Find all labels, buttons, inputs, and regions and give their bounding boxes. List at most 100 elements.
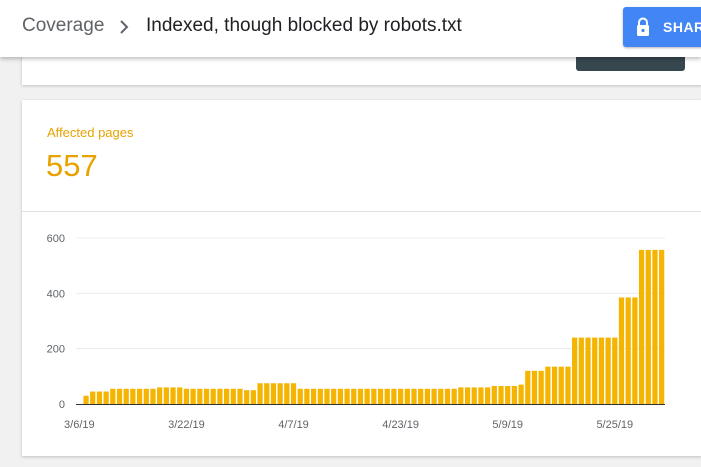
affected-pages-value: 557	[46, 148, 98, 183]
chart-bar[interactable]	[103, 391, 109, 404]
chart-bar[interactable]	[518, 384, 524, 404]
chart-bar[interactable]	[210, 388, 216, 404]
chart-bar[interactable]	[418, 388, 424, 404]
chart-bar[interactable]	[351, 388, 357, 404]
chart-bar[interactable]	[377, 388, 384, 404]
chart-bar[interactable]	[136, 388, 143, 404]
chart-bar[interactable]	[170, 387, 176, 404]
chart-bar[interactable]	[525, 370, 531, 404]
chart-bar[interactable]	[130, 388, 136, 404]
chart-bar[interactable]	[190, 388, 196, 404]
chart-bar[interactable]	[565, 366, 571, 404]
chart-bar[interactable]	[585, 337, 591, 404]
chart-bar[interactable]	[404, 388, 410, 404]
chart-bar[interactable]	[344, 388, 350, 404]
chart-bar[interactable]	[203, 388, 210, 404]
chart-bar[interactable]	[618, 297, 625, 404]
chart-bar[interactable]	[230, 388, 236, 404]
affected-pages-chart: 0 200 400 600 3/6/19 3/22/19 4/7/19 4/23/19 5/9/…	[47, 233, 665, 431]
chart-bar[interactable]	[438, 388, 444, 404]
chart-bar[interactable]	[143, 388, 149, 404]
chart-bar[interactable]	[638, 249, 645, 404]
x-tick-label: 3/22/19	[168, 419, 205, 431]
chart-bar[interactable]	[505, 386, 511, 404]
chart-bar[interactable]	[498, 386, 504, 404]
chart-bar[interactable]	[572, 337, 578, 404]
chart-bar[interactable]	[163, 387, 169, 404]
lock-icon	[637, 17, 649, 36]
chart-bar[interactable]	[177, 387, 183, 404]
x-tick-label: 4/23/19	[382, 419, 419, 431]
chart-bar[interactable]	[458, 387, 464, 404]
chart-bar[interactable]	[284, 383, 290, 404]
chart-bar[interactable]	[270, 383, 277, 404]
chart-bar[interactable]	[277, 383, 283, 404]
chart-bar[interactable]	[123, 388, 129, 404]
top-bar: Coverage Indexed, though blocked by robo…	[0, 0, 701, 57]
chart-bar[interactable]	[391, 388, 397, 404]
share-button-label: SHAR	[663, 19, 701, 35]
chart-bar[interactable]	[317, 388, 323, 404]
chart-bar[interactable]	[96, 391, 103, 404]
chart-bar[interactable]	[116, 388, 123, 404]
share-button[interactable]: SHAR	[623, 7, 701, 47]
chart-bar[interactable]	[605, 337, 611, 404]
chart-bar[interactable]	[237, 388, 243, 404]
breadcrumb-coverage-link[interactable]: Coverage	[22, 15, 105, 36]
chart-bar[interactable]	[598, 337, 605, 404]
chart-bar[interactable]	[578, 337, 584, 404]
chart-bar[interactable]	[223, 388, 230, 404]
chart-bar[interactable]	[424, 388, 430, 404]
x-tick-label: 5/9/19	[492, 419, 523, 431]
chart-bar[interactable]	[197, 388, 203, 404]
chart-bar[interactable]	[545, 366, 551, 404]
chart-bar[interactable]	[659, 249, 665, 404]
y-tick-label: 200	[47, 344, 65, 356]
chart-bar[interactable]	[250, 390, 256, 404]
chart-bar[interactable]	[398, 388, 404, 404]
chart-bar[interactable]	[331, 388, 337, 404]
chart-bar[interactable]	[511, 386, 518, 404]
chart-bar[interactable]	[632, 297, 638, 404]
chart-bar[interactable]	[157, 387, 163, 404]
chart-bar[interactable]	[558, 366, 564, 404]
chart-bar[interactable]	[257, 383, 263, 404]
chart-bar[interactable]	[183, 388, 190, 404]
chart-bar[interactable]	[244, 390, 250, 404]
chart-bar[interactable]	[357, 388, 364, 404]
chart-bar[interactable]	[264, 383, 270, 404]
y-tick-label: 0	[59, 399, 65, 411]
chart-bar[interactable]	[364, 388, 370, 404]
chart-bar[interactable]	[538, 370, 544, 404]
chart-bar[interactable]	[491, 386, 497, 404]
chart-bar[interactable]	[411, 388, 417, 404]
chart-bar[interactable]	[431, 388, 437, 404]
chart-bar[interactable]	[311, 388, 317, 404]
chart-bar[interactable]	[110, 388, 116, 404]
chart-bar[interactable]	[645, 249, 651, 404]
chart-bar[interactable]	[625, 297, 631, 404]
chart-bar[interactable]	[612, 337, 618, 404]
chart-bar[interactable]	[485, 387, 491, 404]
chart-bar[interactable]	[464, 387, 471, 404]
chart-bar[interactable]	[478, 387, 484, 404]
chart-bar[interactable]	[150, 388, 156, 404]
chart-bar[interactable]	[90, 391, 96, 404]
chart-bar[interactable]	[531, 370, 538, 404]
chart-bar[interactable]	[337, 388, 343, 404]
chart-bar[interactable]	[217, 388, 223, 404]
affected-pages-label: Affected pages	[47, 125, 134, 140]
chart-bar[interactable]	[297, 388, 303, 404]
chart-bar[interactable]	[451, 388, 457, 404]
chart-bar[interactable]	[83, 395, 89, 404]
chart-bar[interactable]	[444, 388, 451, 404]
chart-bar[interactable]	[471, 387, 477, 404]
chart-bar[interactable]	[304, 388, 310, 404]
chart-bar[interactable]	[551, 366, 558, 404]
chart-bar[interactable]	[290, 383, 297, 404]
chart-bar[interactable]	[324, 388, 330, 404]
chart-bar[interactable]	[384, 388, 390, 404]
chart-bar[interactable]	[652, 249, 658, 404]
chart-bar[interactable]	[592, 337, 598, 404]
chart-bar[interactable]	[371, 388, 377, 404]
